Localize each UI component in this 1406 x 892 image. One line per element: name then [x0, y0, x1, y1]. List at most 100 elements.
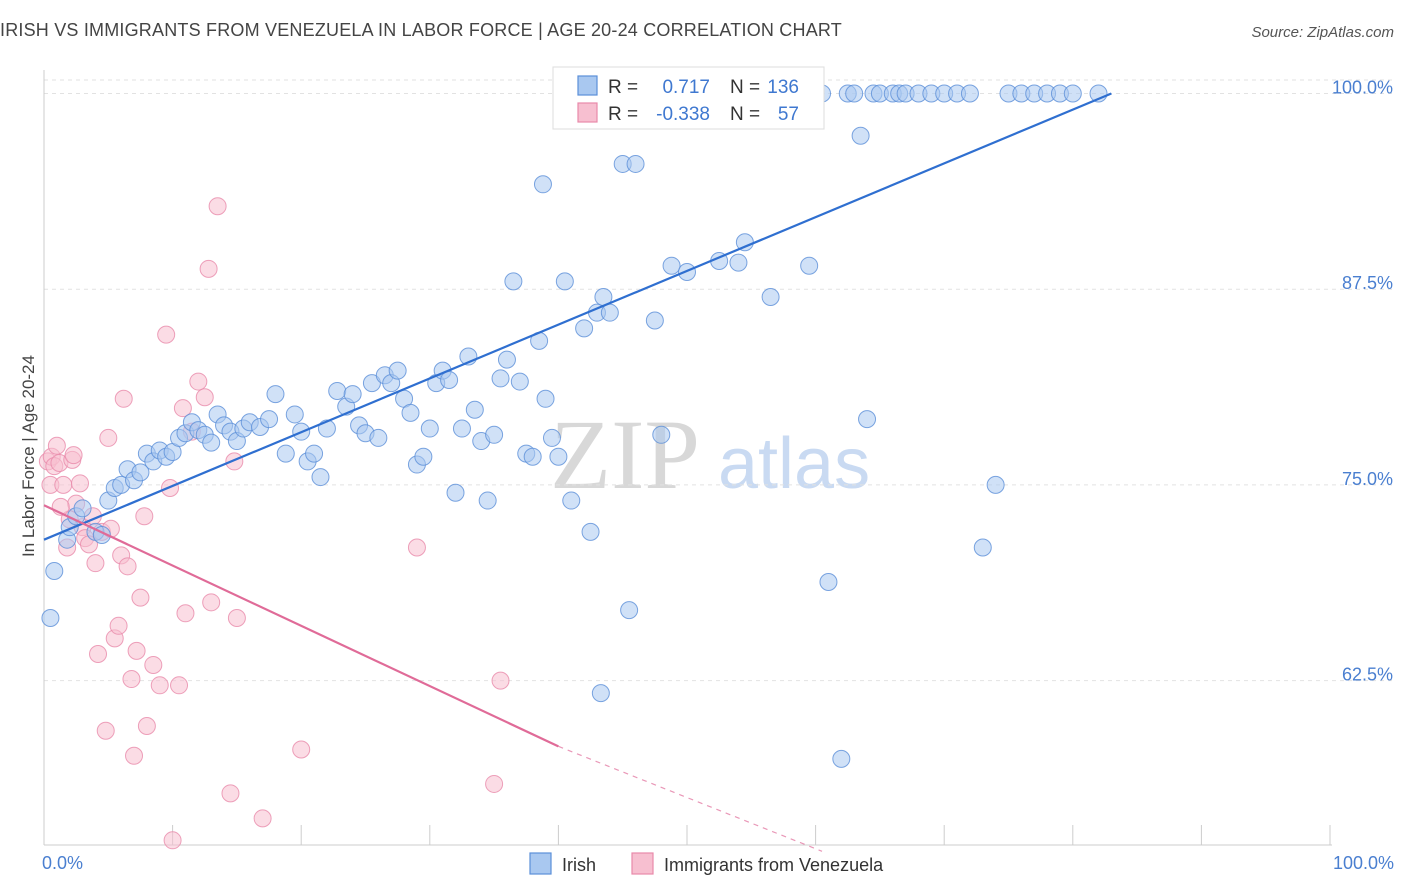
irish-point [420, 419, 439, 438]
irish-point [369, 428, 388, 447]
irish-point [73, 499, 92, 518]
irish-point [542, 428, 561, 447]
venezuela-point [135, 507, 154, 526]
venezuela-point [491, 671, 510, 690]
irish-point [845, 84, 864, 103]
y-tick-label: 100.0% [1332, 77, 1393, 97]
irish-trend-line [43, 92, 1112, 541]
venezuela-point [176, 604, 195, 623]
irish-point [591, 684, 610, 703]
irish-point [276, 444, 295, 463]
irish-point [973, 538, 992, 557]
venezuela-point [137, 717, 156, 736]
venezuela-r-label: R = [608, 104, 638, 125]
irish-point [851, 126, 870, 145]
venezuela-point [114, 389, 133, 408]
irish-point [485, 425, 504, 444]
venezuela-trend-line [43, 504, 559, 748]
irish-point [343, 385, 362, 404]
irish-point [446, 483, 465, 502]
irish-point [328, 381, 347, 400]
venezuela-point [163, 831, 182, 850]
venezuela-n-label: N = [730, 104, 760, 125]
venezuela-point [122, 670, 141, 689]
venezuela-point [89, 644, 108, 663]
venezuela-trend-extension [558, 745, 823, 852]
venezuela-point [150, 676, 169, 695]
irish-point [491, 369, 510, 388]
irish-point [652, 425, 671, 444]
y-tick-label: 62.5% [1342, 665, 1393, 685]
venezuela-point [202, 593, 221, 612]
irish-point [523, 447, 542, 466]
venezuela-point [118, 557, 137, 576]
gridlines [44, 79, 1395, 682]
irish-point [819, 572, 838, 591]
irish-point [388, 361, 407, 380]
irish-point [626, 154, 645, 173]
legend-irish-swatch [529, 852, 552, 875]
irish-point [536, 389, 555, 408]
irish-point [266, 385, 285, 404]
irish-point [729, 253, 748, 272]
watermark-zip: ZIP [550, 399, 700, 510]
source-label: Source: ZipAtlas.com [1251, 24, 1394, 41]
irish-point [41, 608, 60, 627]
venezuela-point [199, 259, 218, 278]
irish-r-value: 0.717 [662, 77, 710, 98]
irish-point [440, 371, 459, 389]
venezuela-point [99, 428, 118, 447]
venezuela-point [292, 740, 311, 759]
irish-point [497, 350, 516, 369]
irish-n-label: N = [730, 77, 760, 98]
irish-point [1063, 84, 1082, 103]
venezuela-point [54, 475, 73, 494]
irish-point [581, 522, 600, 541]
stats-legend-box [552, 66, 825, 130]
legend-venezuela-label: Immigrants from Venezuela [664, 855, 884, 875]
x-tick-label: 0.0% [42, 853, 83, 873]
venezuela-n-value: 57 [778, 104, 799, 125]
venezuela-point [86, 554, 105, 573]
venezuela-point [109, 616, 128, 635]
irish-point [452, 419, 471, 438]
trend-lines [43, 92, 1112, 852]
irish-point [645, 311, 664, 330]
irish-point [260, 410, 279, 429]
venezuela-point [131, 588, 150, 607]
venezuela-point [225, 452, 244, 471]
irish-point [549, 447, 568, 466]
venezuela-point [208, 197, 227, 216]
irish-point [510, 372, 529, 391]
irish-point [504, 272, 523, 291]
venezuela-point [125, 746, 144, 765]
tick-labels: 62.5% 75.0% 87.5% 100.0% 0.0% 100.0% [42, 77, 1394, 873]
venezuela-point [195, 388, 214, 407]
irish-point [620, 601, 639, 620]
irish-point [305, 444, 324, 463]
irish-point [761, 288, 780, 307]
irish-point [478, 491, 497, 510]
irish-point [575, 319, 594, 338]
venezuela-point [189, 372, 208, 391]
venezuela-point [127, 641, 146, 660]
irish-point [131, 463, 150, 482]
data-points [38, 84, 1108, 850]
irish-point [562, 491, 581, 510]
irish-point [800, 256, 819, 275]
irish-n-value: 136 [767, 77, 799, 98]
x-tick-label: 100.0% [1333, 853, 1394, 873]
venezuela-point [47, 436, 66, 455]
irish-point [202, 433, 221, 452]
chart-title: IRISH VS IMMIGRANTS FROM VENEZUELA IN LA… [0, 20, 842, 40]
irish-point [986, 475, 1005, 494]
venezuela-point [221, 784, 240, 803]
irish-point [858, 410, 877, 429]
irish-point [45, 562, 64, 581]
venezuela-r-value: -0.338 [656, 104, 710, 125]
irish-point [960, 84, 979, 103]
irish-swatch [577, 75, 598, 96]
venezuela-point [407, 538, 426, 557]
venezuela-point [144, 655, 163, 674]
